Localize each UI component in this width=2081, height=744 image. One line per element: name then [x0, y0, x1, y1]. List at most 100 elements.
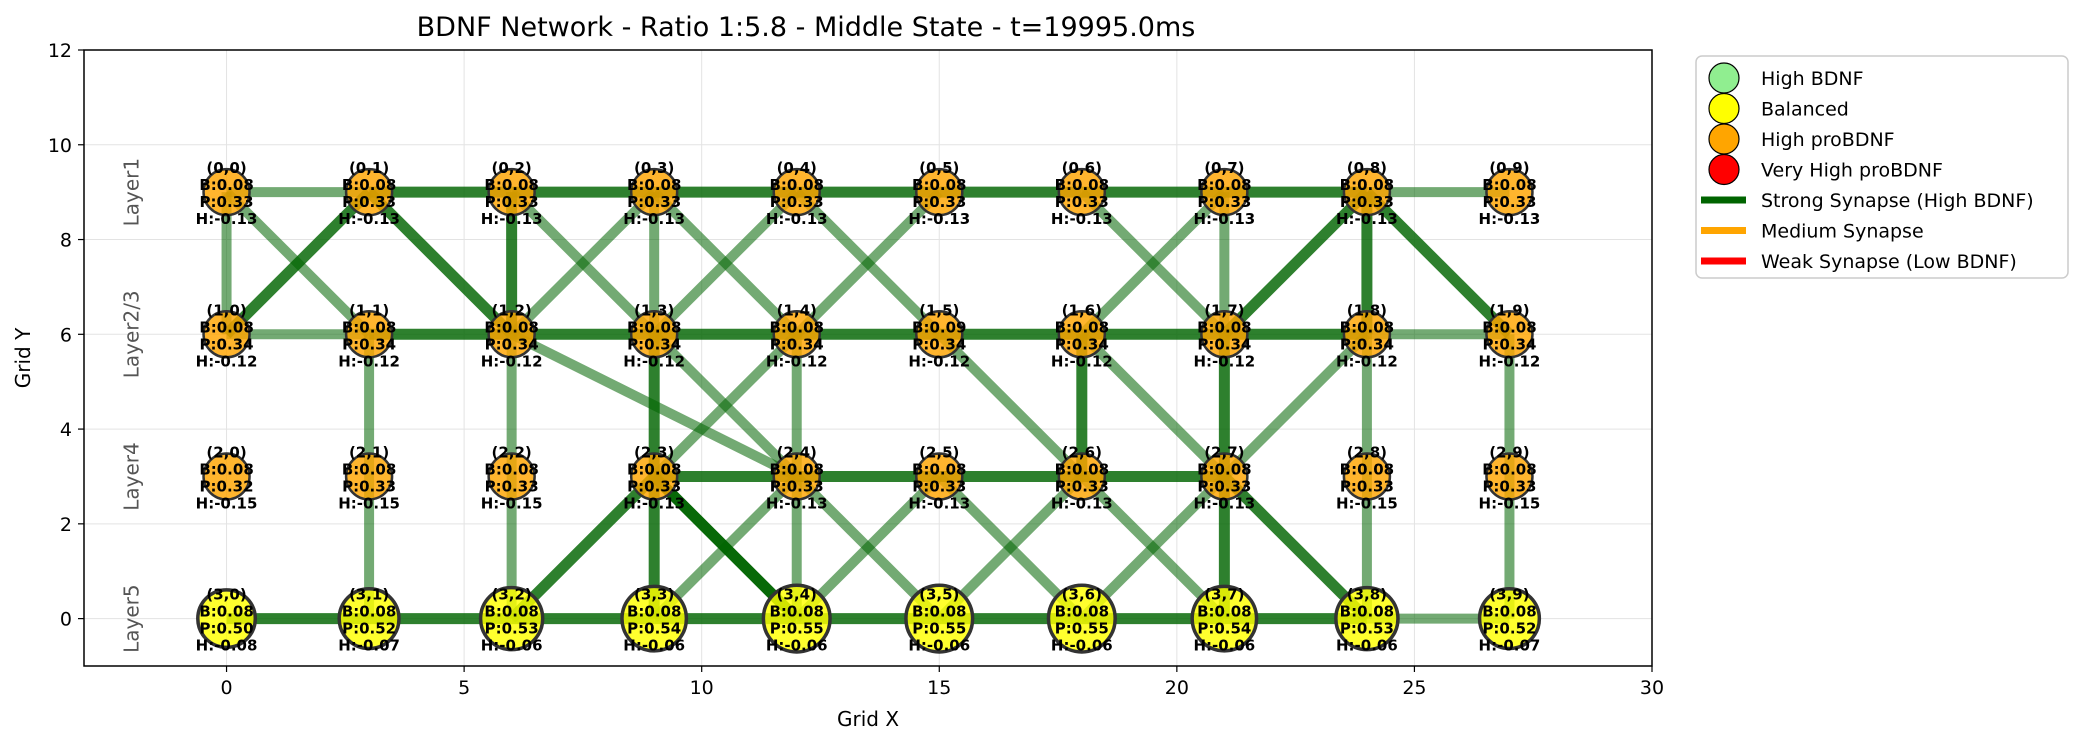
- node-label: B:0.08: [1197, 603, 1251, 621]
- node-label: B:0.08: [1197, 318, 1251, 336]
- neuron-node: [1485, 452, 1534, 501]
- x-tick-label: 0: [220, 677, 232, 699]
- node-label: H:-0.12: [338, 352, 400, 370]
- node-label: B:0.08: [342, 460, 396, 478]
- x-tick-label: 20: [1165, 677, 1189, 699]
- node-label: P:0.33: [912, 193, 966, 211]
- node-label: H:-0.12: [1193, 352, 1255, 370]
- node-label: (1,1): [349, 301, 389, 319]
- neuron-node: [904, 583, 975, 654]
- node-label: (2,7): [1204, 443, 1244, 461]
- neuron-node: [1046, 583, 1117, 654]
- node-label: (0,1): [349, 159, 389, 177]
- legend-marker: [1708, 123, 1740, 155]
- y-tick-label: 0: [60, 609, 72, 631]
- neuron-node: [487, 452, 536, 501]
- node-label: H:-0.15: [338, 494, 400, 512]
- node-label: H:-0.06: [623, 637, 685, 655]
- medium-synapse: [1078, 188, 1228, 338]
- node-label: H:-0.13: [1479, 210, 1541, 228]
- legend-marker: [1708, 153, 1740, 186]
- node-label: B:0.08: [1197, 176, 1251, 194]
- neuron-node: [915, 310, 964, 359]
- node-label: P:0.54: [627, 620, 681, 638]
- node-label: (1,9): [1489, 301, 1529, 319]
- node-label: P:0.33: [200, 193, 254, 211]
- node-label: (0,0): [206, 159, 246, 177]
- node-label: (2,6): [1062, 443, 1102, 461]
- node-label: P:0.33: [485, 477, 539, 495]
- node-label: H:-0.07: [1479, 637, 1541, 655]
- node-label: H:-0.06: [481, 637, 543, 655]
- node-label: (1,8): [1347, 301, 1387, 319]
- node-label: P:0.32: [200, 477, 254, 495]
- node-label: B:0.08: [627, 603, 681, 621]
- node-label: B:0.08: [912, 460, 966, 478]
- node-label: P:0.34: [1340, 335, 1394, 353]
- layer-labels: Layer1 Layer2/3 Layer4 Layer5: [120, 158, 144, 653]
- legend-marker: [1708, 92, 1740, 125]
- neuron-node: [772, 452, 821, 501]
- legend-label: Balanced: [1761, 99, 1849, 121]
- node-label: H:-0.12: [1479, 352, 1541, 370]
- node-label: B:0.08: [770, 603, 824, 621]
- node-label: (3,3): [634, 586, 674, 604]
- node-label: H:-0.12: [481, 352, 543, 370]
- strong-synapse: [1220, 188, 1371, 339]
- node-label: P:0.55: [912, 620, 966, 638]
- neuron-node: [1485, 310, 1534, 359]
- node-label: H:-0.13: [908, 494, 970, 512]
- medium-synapse: [509, 329, 799, 481]
- node-label: H:-0.13: [1193, 494, 1255, 512]
- plot-frame: [84, 50, 1652, 666]
- node-label: H:-0.13: [1336, 210, 1398, 228]
- neuron-node: [1342, 310, 1392, 359]
- node-label: B:0.08: [484, 176, 538, 194]
- node-label: (0,3): [634, 159, 674, 177]
- layer-label: Layer1: [120, 158, 144, 227]
- node-label: P:0.34: [200, 335, 254, 353]
- neuron-node: [772, 310, 821, 359]
- chart-title: BDNF Network - Ratio 1:5.8 - Middle Stat…: [417, 12, 1196, 43]
- node-label: B:0.08: [342, 318, 396, 336]
- y-tick-label: 12: [48, 40, 72, 62]
- node-label: H:-0.07: [338, 637, 400, 655]
- node-label: H:-0.15: [481, 494, 543, 512]
- node-label: P:0.33: [1055, 193, 1109, 211]
- node-label: P:0.34: [770, 335, 824, 353]
- node-label: (1,4): [777, 301, 817, 319]
- neuron-node: [1200, 167, 1249, 217]
- node-label: (1,6): [1062, 301, 1102, 319]
- node-label: (1,0): [206, 301, 246, 319]
- node-label: P:0.33: [770, 193, 824, 211]
- node-label: P:0.34: [1197, 335, 1251, 353]
- node-label: H:-0.13: [1051, 210, 1113, 228]
- node-label: B:0.08: [770, 176, 824, 194]
- node-label: P:0.54: [1197, 620, 1251, 638]
- neuron-node: [337, 586, 401, 651]
- neuron-node: [629, 452, 679, 501]
- node-label: B:0.08: [199, 460, 253, 478]
- node-label: P:0.34: [1482, 335, 1536, 353]
- node-label: (2,2): [491, 443, 531, 461]
- node-label: P:0.55: [1055, 620, 1109, 638]
- node-label: H:-0.13: [623, 210, 685, 228]
- medium-synapse: [935, 330, 1086, 481]
- node-label: (3,0): [206, 586, 246, 604]
- node-label: B:0.08: [1197, 460, 1251, 478]
- medium-synapse: [650, 188, 801, 338]
- x-tick-label: 25: [1402, 677, 1426, 699]
- node-label: H:-0.13: [1051, 494, 1113, 512]
- neuron-node: [487, 167, 536, 217]
- node-label: B:0.08: [484, 603, 538, 621]
- strong-synapse: [365, 188, 516, 339]
- node-label: H:-0.15: [1336, 494, 1398, 512]
- node-label: P:0.34: [485, 335, 539, 353]
- legend-label: High proBDNF: [1761, 129, 1895, 151]
- y-tick-label: 10: [48, 135, 72, 157]
- node-label: P:0.55: [770, 620, 824, 638]
- node-label: P:0.53: [485, 620, 539, 638]
- node-label: B:0.08: [1055, 176, 1109, 194]
- node-label: H:-0.06: [766, 637, 828, 655]
